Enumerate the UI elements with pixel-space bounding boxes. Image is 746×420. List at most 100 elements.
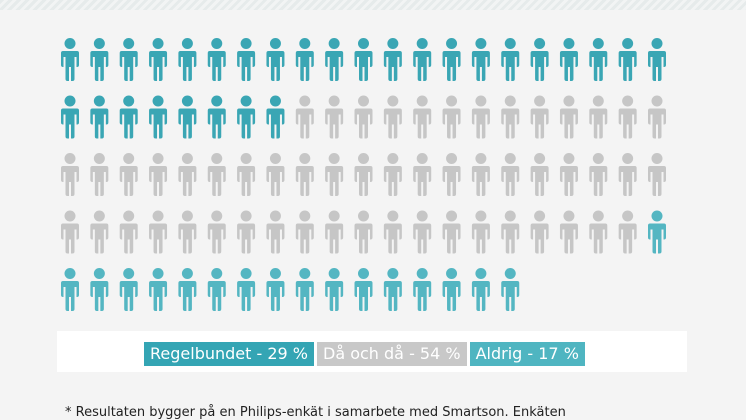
person-icon	[90, 210, 109, 254]
person-icon	[178, 210, 197, 254]
person-icon	[413, 210, 432, 254]
person-icon	[618, 153, 637, 196]
person-icon	[618, 38, 637, 81]
person-icon	[149, 95, 168, 139]
person-icon	[501, 95, 520, 139]
person-icon	[648, 95, 666, 139]
person-icon	[501, 153, 520, 196]
person-icon	[618, 95, 637, 139]
person-icon	[383, 268, 402, 311]
person-icon	[266, 210, 285, 254]
person-icon	[178, 95, 197, 139]
person-icon	[589, 95, 608, 139]
person-icon	[354, 95, 373, 139]
person-icon	[354, 210, 373, 254]
person-icon	[266, 95, 285, 139]
person-icon	[61, 268, 79, 311]
person-icon	[383, 210, 402, 254]
person-icon	[325, 95, 344, 139]
person-icon	[119, 38, 138, 81]
person-icon	[589, 153, 608, 196]
person-icon	[442, 210, 461, 254]
person-icon	[90, 153, 109, 196]
person-icon	[149, 38, 168, 81]
person-icon	[90, 268, 109, 311]
person-icon	[266, 268, 285, 311]
person-icon	[559, 38, 578, 81]
person-icon	[295, 268, 314, 311]
person-icon	[237, 38, 256, 81]
person-icon	[266, 153, 285, 196]
person-icon	[471, 95, 490, 139]
person-icon	[149, 268, 168, 311]
person-icon	[383, 153, 402, 196]
person-icon	[295, 95, 314, 139]
person-icon	[413, 268, 432, 311]
person-icon	[207, 153, 226, 196]
person-icon	[442, 95, 461, 139]
person-icon	[325, 153, 344, 196]
person-icon	[383, 95, 402, 139]
person-icon	[178, 38, 197, 81]
person-icon	[442, 38, 461, 81]
person-icon	[413, 153, 432, 196]
person-icon	[354, 268, 373, 311]
person-icon	[589, 210, 608, 254]
person-icon	[149, 153, 168, 196]
person-icon	[61, 210, 79, 254]
person-icon	[207, 210, 226, 254]
person-icon	[413, 95, 432, 139]
person-icon	[295, 38, 314, 81]
person-icon	[501, 38, 520, 81]
decorative-top-band	[0, 0, 746, 10]
person-icon	[471, 38, 490, 81]
pictogram-chart	[61, 38, 666, 311]
person-icon	[471, 153, 490, 196]
person-icon	[119, 95, 138, 139]
person-icon	[501, 210, 520, 254]
legend-item: Aldrig - 17 %	[469, 342, 585, 366]
person-icon	[295, 153, 314, 196]
person-icon	[648, 210, 666, 254]
person-icon	[383, 38, 402, 81]
person-icon	[501, 268, 520, 311]
person-icon	[61, 38, 79, 81]
person-icon	[648, 38, 666, 81]
person-icon	[295, 210, 314, 254]
person-icon	[559, 153, 578, 196]
legend-item: Regelbundet - 29 %	[144, 342, 314, 366]
person-icon	[325, 268, 344, 311]
person-icon	[471, 210, 490, 254]
person-icon	[266, 38, 285, 81]
person-icon	[442, 153, 461, 196]
person-icon	[442, 268, 461, 311]
person-icon	[471, 268, 490, 311]
person-icon	[559, 210, 578, 254]
person-icon	[559, 95, 578, 139]
person-icon	[648, 153, 666, 196]
person-icon	[61, 95, 79, 139]
person-icon	[178, 268, 197, 311]
person-icon	[530, 95, 549, 139]
person-icon	[90, 38, 109, 81]
person-icon	[207, 38, 226, 81]
person-icon	[61, 153, 79, 196]
person-icon	[530, 38, 549, 81]
person-icon	[119, 210, 138, 254]
person-icon	[119, 268, 138, 311]
person-icon	[237, 268, 256, 311]
person-icon	[618, 210, 637, 254]
person-icon	[354, 153, 373, 196]
person-icon	[149, 210, 168, 254]
person-icon	[530, 210, 549, 254]
person-icon	[325, 210, 344, 254]
person-icon	[178, 153, 197, 196]
person-icon	[119, 153, 138, 196]
legend-item: Då och då - 54 %	[317, 342, 467, 366]
legend-panel: Regelbundet - 29 % Då och då - 54 % Aldrig…	[57, 331, 687, 372]
person-icon	[237, 210, 256, 254]
person-icon	[589, 38, 608, 81]
person-icon	[207, 268, 226, 311]
person-icon	[530, 153, 549, 196]
person-icon	[237, 95, 256, 139]
